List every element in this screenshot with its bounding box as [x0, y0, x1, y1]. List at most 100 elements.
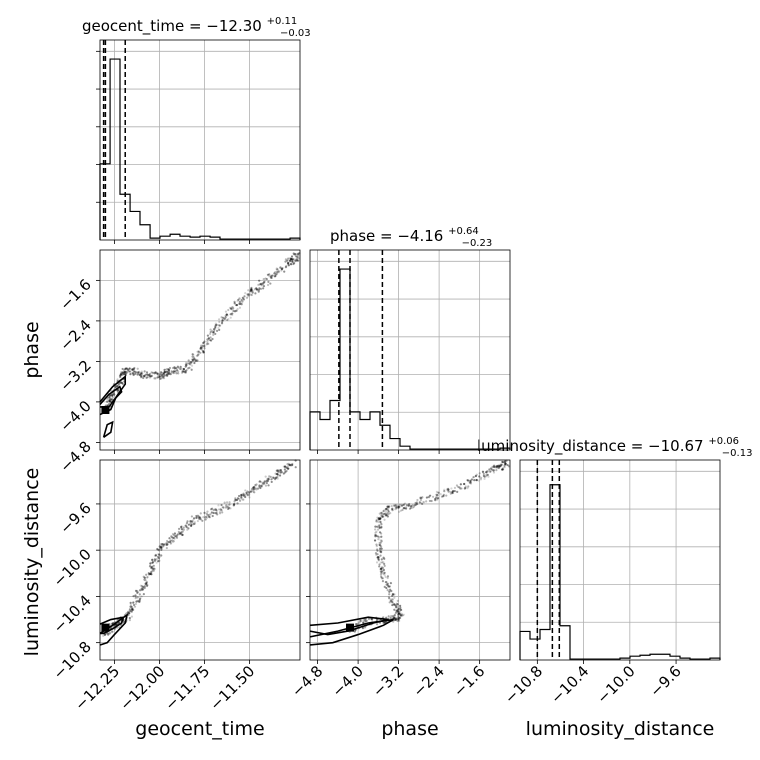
sample-point: [117, 388, 120, 392]
sample-point: [459, 483, 463, 486]
sample-point: [240, 497, 243, 500]
sample-point: [160, 375, 163, 378]
sample-point: [254, 487, 257, 490]
sample-point: [242, 494, 245, 497]
sample-point: [275, 272, 279, 275]
sample-point: [209, 513, 212, 516]
sample-point: [203, 511, 206, 514]
sample-point: [254, 483, 257, 487]
sample-point: [132, 601, 135, 605]
sample-point: [217, 318, 221, 321]
sample-point: [384, 575, 387, 579]
sample-point: [135, 600, 138, 603]
sample-point: [165, 370, 168, 373]
frame-geocent-time-phase: [99, 249, 301, 451]
sample-point: [385, 586, 388, 590]
sample-point: [380, 523, 383, 526]
sample-point: [279, 469, 283, 472]
sample-point: [295, 258, 299, 261]
sample-point: [240, 303, 243, 306]
sample-point: [507, 465, 511, 468]
sample-point: [260, 485, 263, 488]
sample-point: [427, 496, 431, 499]
sample-point: [394, 606, 398, 609]
sample-point: [447, 490, 450, 493]
sample-point: [379, 521, 382, 524]
sample-point: [385, 583, 388, 586]
y-tick-label-phase-1: −4.0: [56, 397, 94, 435]
sample-point: [167, 369, 170, 372]
sample-point: [405, 504, 409, 507]
sample-point: [392, 593, 395, 596]
sample-point: [393, 614, 396, 617]
sample-point: [168, 372, 171, 376]
sample-point: [268, 275, 271, 278]
sample-point: [474, 474, 477, 478]
sample-point: [236, 497, 239, 500]
sample-point: [362, 621, 365, 624]
sample-point: [399, 604, 402, 607]
sample-point: [388, 593, 391, 596]
sample-point: [233, 502, 236, 505]
sample-point: [485, 470, 489, 473]
sample-point: [262, 281, 266, 284]
sample-point: [149, 572, 152, 576]
sample-point: [400, 608, 403, 612]
sample-point: [140, 595, 143, 598]
sample-point: [176, 369, 179, 372]
sample-point: [180, 525, 183, 528]
sample-point: [251, 291, 254, 294]
sample-point: [109, 400, 112, 403]
sample-point: [266, 283, 270, 287]
sample-point: [247, 491, 251, 494]
frame-luminosity-distance: [519, 459, 721, 661]
sample-point: [253, 487, 256, 490]
sample-point: [395, 617, 398, 621]
sample-point: [240, 302, 243, 305]
sample-point: [203, 344, 206, 347]
sample-point: [393, 608, 396, 611]
sample-point: [385, 507, 388, 510]
sample-point: [395, 618, 398, 621]
sample-point: [481, 470, 485, 473]
sample-point: [499, 464, 503, 467]
sample-point: [180, 527, 183, 530]
sample-point: [455, 484, 459, 487]
sample-point: [365, 619, 368, 622]
sample-point: [272, 477, 275, 480]
sample-point: [221, 511, 224, 514]
sample-point: [376, 555, 379, 559]
sample-point: [154, 371, 157, 374]
sample-point: [253, 488, 256, 491]
sample-point: [428, 494, 432, 497]
sample-point: [212, 327, 216, 331]
sample-point: [136, 371, 140, 374]
sample-point: [393, 613, 397, 616]
sample-point: [394, 617, 397, 621]
sample-point: [122, 368, 126, 372]
sample-point: [129, 605, 132, 608]
sample-point: [196, 519, 200, 523]
sample-point: [425, 500, 428, 503]
sample-point: [359, 619, 362, 622]
sample-point: [362, 619, 365, 622]
sample-point: [218, 512, 222, 515]
sample-point: [370, 618, 374, 621]
sample-point: [166, 374, 169, 377]
sample-point: [232, 306, 235, 309]
sample-point: [205, 515, 208, 518]
sample-point: [492, 471, 496, 474]
sample-point: [119, 373, 123, 376]
sample-point: [130, 615, 134, 618]
sample-point: [130, 607, 134, 611]
sample-point: [396, 619, 399, 623]
sample-point: [375, 618, 378, 621]
sample-point: [159, 546, 163, 549]
sample-point: [375, 530, 378, 533]
sample-point: [214, 332, 217, 336]
hist-luminosity-distance: [519, 484, 721, 660]
point-estimate: [101, 623, 110, 632]
sample-point: [139, 584, 142, 587]
sample-point: [207, 339, 210, 342]
sample-point: [435, 493, 438, 496]
